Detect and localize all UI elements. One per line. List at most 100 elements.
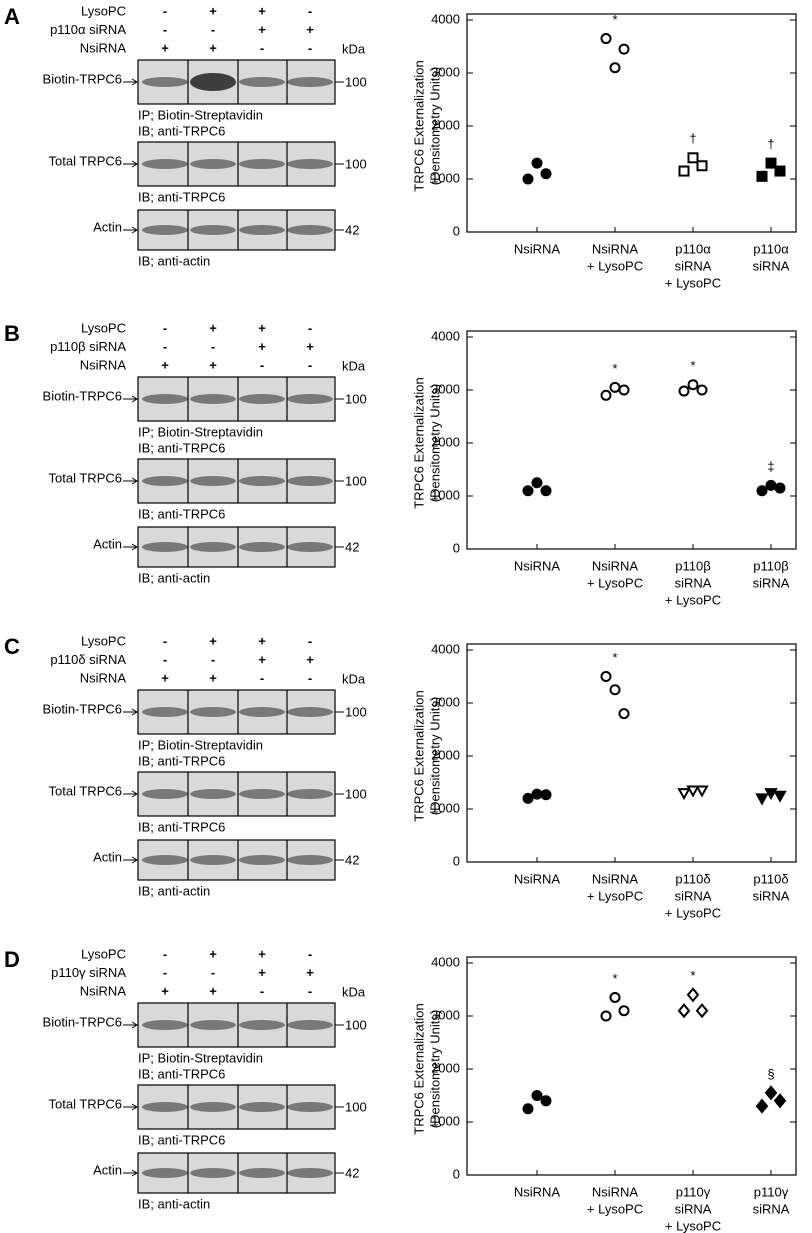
blot-band (190, 394, 236, 404)
data-point (764, 1085, 778, 1101)
blot-band (142, 855, 188, 865)
data-point (531, 157, 543, 169)
condition-sign: + (258, 633, 266, 648)
blot-band (287, 855, 333, 865)
blot-band (239, 855, 285, 865)
blot-band (190, 542, 236, 552)
data-point (765, 479, 777, 491)
data-point (678, 165, 690, 177)
y-axis-label: TRPC6 Externalization (411, 60, 426, 192)
condition-sign: + (258, 652, 266, 667)
y-tick-label: 4000 (431, 328, 460, 343)
data-point (696, 384, 708, 396)
condition-sign: - (308, 983, 312, 998)
x-tick-label: siRNA (675, 888, 712, 903)
condition-sign: + (161, 670, 169, 685)
x-tick-label: + LysoPC (587, 258, 643, 273)
blot-caption: IB; anti-actin (138, 253, 210, 268)
blot-band (287, 1102, 333, 1112)
blot-label: Actin (93, 536, 122, 551)
y-axis-label: TRPC6 Externalization (411, 690, 426, 822)
condition-sign: - (260, 670, 264, 685)
condition-label: LysoPC (81, 946, 126, 961)
x-tick-label: NsiRNA (514, 241, 561, 256)
condition-sign: - (163, 946, 167, 961)
condition-sign: + (209, 3, 217, 18)
blot-caption: IB; anti-TRPC6 (138, 1066, 225, 1081)
size-label: 100 (345, 473, 367, 488)
y-tick-label: 1000 (431, 800, 460, 815)
x-tick-label: + LysoPC (665, 905, 721, 920)
significance-label: * (612, 650, 617, 665)
blot-band (287, 476, 333, 486)
condition-sign: - (308, 633, 312, 648)
blot-band (239, 394, 285, 404)
x-tick-label: + LysoPC (587, 575, 643, 590)
y-tick-label: 0 (453, 223, 460, 238)
blot-band (142, 1020, 188, 1030)
blot-band (142, 789, 188, 799)
data-point (600, 33, 612, 45)
blot-label: Biotin-TRPC6 (43, 1014, 122, 1029)
y-tick-label: 2000 (431, 434, 460, 449)
blot-caption: IP; Biotin-Streptavidin (138, 1050, 263, 1065)
y-axis-label: TRPC6 Externalization (411, 377, 426, 509)
size-label: 100 (345, 391, 367, 406)
condition-sign: - (211, 965, 215, 980)
y-tick-label: 3000 (431, 1007, 460, 1022)
blot-band (239, 225, 285, 235)
y-tick-label: 0 (453, 540, 460, 555)
condition-sign: - (308, 357, 312, 372)
condition-sign: + (161, 983, 169, 998)
panel-letter: B (4, 321, 20, 346)
data-point (756, 170, 768, 182)
y-axis-label: (Densitometry Units) (427, 697, 442, 815)
blot-caption: IB; anti-TRPC6 (138, 1132, 225, 1147)
condition-sign: + (306, 22, 314, 37)
x-tick-label: + LysoPC (587, 888, 643, 903)
condition-sign: + (306, 965, 314, 980)
x-tick-label: + LysoPC (665, 592, 721, 607)
blot-band (239, 542, 285, 552)
plot-frame (466, 330, 797, 550)
blot-band (142, 542, 188, 552)
condition-sign: + (209, 357, 217, 372)
significance-label: * (690, 968, 695, 983)
data-point (609, 381, 621, 393)
blot-band (142, 1102, 188, 1112)
blot-band (287, 1020, 333, 1030)
condition-sign: - (260, 357, 264, 372)
blot-band (190, 707, 236, 717)
condition-sign: + (258, 3, 266, 18)
condition-sign: + (209, 670, 217, 685)
condition-sign: - (308, 946, 312, 961)
size-label: 100 (345, 786, 367, 801)
condition-sign: - (163, 339, 167, 354)
data-point (686, 785, 700, 798)
blot-arrowhead (131, 395, 138, 403)
significance-label: ‡ (767, 459, 774, 474)
data-point (773, 790, 787, 803)
data-point (600, 671, 612, 682)
blot-band (239, 789, 285, 799)
blot-label: Actin (93, 1162, 122, 1177)
blot-band (287, 159, 333, 169)
blot-band (142, 707, 188, 717)
size-label: 42 (345, 852, 359, 867)
x-tick-label: siRNA (675, 575, 712, 590)
data-point (609, 62, 621, 74)
blot-band (142, 394, 188, 404)
blot-label: Actin (93, 219, 122, 234)
data-point (600, 1010, 612, 1022)
blot-band (190, 476, 236, 486)
blot-band (190, 1020, 236, 1030)
size-label: 100 (345, 704, 367, 719)
blot-caption: IB; anti-TRPC6 (138, 440, 225, 455)
data-point (531, 477, 543, 489)
blot-band (190, 1168, 236, 1178)
significance-label: § (767, 1066, 774, 1081)
blot-band (287, 707, 333, 717)
size-label: 100 (345, 1099, 367, 1114)
plot-frame (466, 13, 797, 233)
